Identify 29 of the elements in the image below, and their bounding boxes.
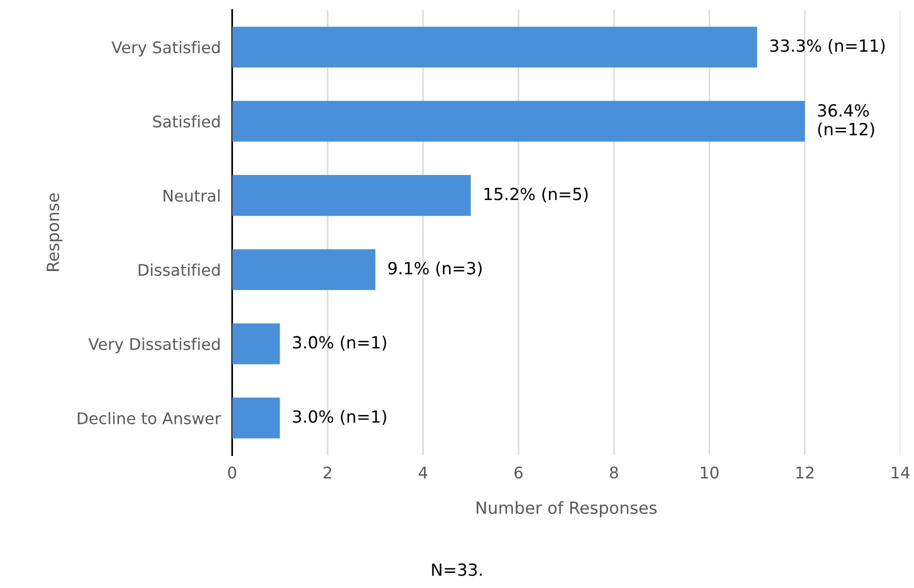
x-tick-label: 10 (700, 466, 718, 479)
y-tick-label: Dissatified (138, 264, 220, 276)
data-label: 33.3% (n=11) (770, 39, 885, 54)
data-label: 3.0% (n=1) (293, 336, 386, 351)
y-tick-label: Neutral (164, 189, 220, 202)
y-axis-title: Response (46, 193, 62, 271)
bar (232, 100, 805, 142)
x-tick-label: 8 (610, 466, 618, 479)
x-axis-title: Number of Responses (476, 501, 657, 518)
bar (232, 323, 280, 364)
data-label: 9.1% (n=3) (388, 262, 482, 276)
data-label: 15.2% (n=5) (484, 187, 588, 202)
y-tick-label: Very Satisfied (112, 41, 220, 56)
bar (232, 26, 758, 68)
x-tick-label: 14 (892, 466, 910, 478)
bar (232, 398, 280, 438)
data-label: 36.4% (n=12) (818, 104, 874, 138)
bar (232, 175, 471, 216)
y-tick-label: Satisfied (153, 115, 220, 128)
x-tick-label: 12 (796, 466, 814, 478)
x-tick-label: 2 (324, 466, 332, 478)
x-tick-label: 6 (514, 466, 523, 479)
y-tick-label: Decline to Answer (78, 412, 222, 424)
x-tick-label: 0 (228, 466, 236, 479)
x-tick-label: 4 (418, 466, 428, 478)
text: N=33. (432, 563, 482, 576)
y-tick-label: Very Dissatisfied (88, 338, 220, 354)
data-label: 3.0% (n=1) (293, 410, 386, 425)
bar (232, 249, 376, 290)
